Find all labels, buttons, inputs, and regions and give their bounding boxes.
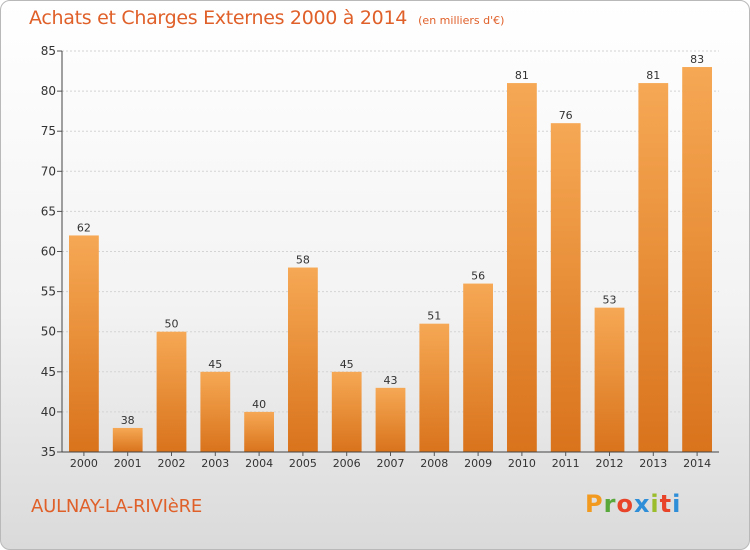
y-tick-label: 85 [41, 44, 56, 58]
data-label-2014: 83 [690, 53, 704, 66]
x-tick-label-2009: 2009 [464, 457, 492, 470]
chart-title: Achats et Charges Externes 2000 à 2014 [29, 7, 408, 29]
data-label-2006: 45 [340, 358, 354, 371]
bar-2006 [331, 371, 362, 452]
x-tick-label-2012: 2012 [596, 457, 624, 470]
bar-2004 [244, 411, 274, 452]
bar-2012 [594, 307, 625, 452]
data-label-2013: 81 [646, 69, 660, 82]
x-tick-label-2013: 2013 [639, 457, 667, 470]
bar-2001 [112, 427, 143, 452]
x-tick-label-2011: 2011 [552, 457, 580, 470]
axis-layer: 35 40 45 50 55 60 65 70 75 80 85 2000 2001 2002 2003 20… [41, 44, 719, 470]
y-tick-label: 80 [41, 84, 56, 98]
bar-2009 [463, 283, 493, 452]
x-tick-label-2004: 2004 [245, 457, 273, 470]
bar-2010 [507, 83, 537, 452]
bar-2003 [200, 371, 231, 452]
bar-2007 [375, 387, 406, 452]
data-label-2002: 50 [165, 318, 179, 331]
bar-2005 [288, 267, 318, 452]
chart-subtitle: (en milliers d'€) [418, 14, 505, 27]
data-label-2012: 53 [603, 294, 617, 307]
commune-name: AULNAY-LA-RIVIèRE [31, 496, 203, 517]
data-label-2005: 58 [296, 254, 310, 267]
labels-layer: 62 38 50 45 40 58 45 43 51 56 81 76 53 81 83 [77, 53, 704, 427]
x-tick-label-2006: 2006 [333, 457, 361, 470]
bar-2000 [69, 235, 99, 452]
x-tick-label-2000: 2000 [70, 457, 98, 470]
data-label-2004: 40 [252, 398, 266, 411]
y-tick-label: 35 [41, 445, 56, 459]
y-tick-label: 60 [41, 245, 56, 259]
y-tick-label: 70 [41, 164, 56, 178]
x-tick-label-2007: 2007 [377, 457, 405, 470]
x-tick-label-2010: 2010 [508, 457, 536, 470]
y-tick-label: 75 [41, 124, 56, 138]
bar-2013 [638, 83, 669, 452]
data-label-2007: 43 [384, 374, 398, 387]
bar-2011 [550, 123, 581, 453]
data-label-2010: 81 [515, 69, 529, 82]
bars-layer [69, 67, 712, 453]
title-row: Achats et Charges Externes 2000 à 2014 (… [29, 7, 504, 29]
y-tick-label: 50 [41, 325, 56, 339]
y-tick-label: 45 [41, 365, 56, 379]
x-tick-label-2005: 2005 [289, 457, 317, 470]
data-label-2009: 56 [471, 270, 485, 283]
data-label-2003: 45 [208, 358, 222, 371]
data-label-2000: 62 [77, 221, 91, 234]
data-label-2011: 76 [559, 109, 573, 122]
y-tick-label: 40 [41, 405, 56, 419]
x-tick-label-2002: 2002 [158, 457, 186, 470]
y-tick-label: 65 [41, 204, 56, 218]
x-tick-label-2001: 2001 [114, 457, 142, 470]
data-label-2001: 38 [121, 414, 135, 427]
x-tick-label-2008: 2008 [420, 457, 448, 470]
x-tick-label-2003: 2003 [201, 457, 229, 470]
proxiti-logo: Proxiti [585, 490, 682, 518]
bar-2002 [156, 331, 187, 452]
x-tick-label-2014: 2014 [683, 457, 711, 470]
y-tick-label: 55 [41, 285, 56, 299]
data-label-2008: 51 [427, 310, 441, 323]
bar-2008 [419, 323, 450, 452]
bar-2014 [682, 67, 712, 452]
